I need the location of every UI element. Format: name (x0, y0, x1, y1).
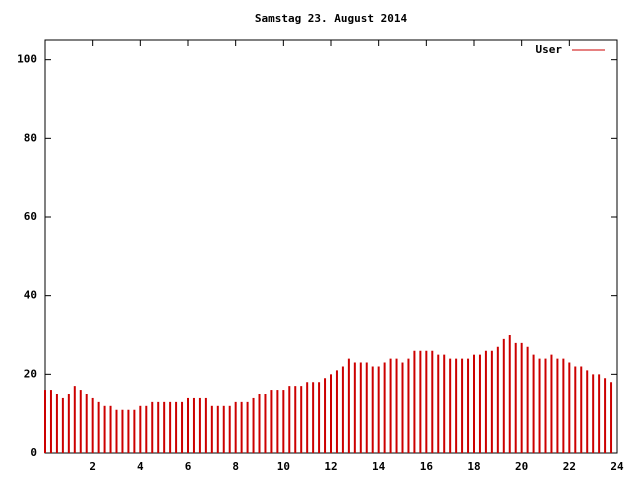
x-tick-label: 6 (185, 460, 192, 473)
x-tick-label: 12 (324, 460, 337, 473)
x-tick-label: 2 (89, 460, 96, 473)
x-tick-label: 20 (515, 460, 528, 473)
chart-title: Samstag 23. August 2014 (255, 12, 408, 25)
y-tick-label: 0 (30, 446, 37, 459)
y-tick-label: 100 (17, 53, 37, 66)
x-tick-label: 16 (420, 460, 434, 473)
x-tick-label: 10 (277, 460, 290, 473)
x-tick-label: 18 (467, 460, 480, 473)
x-tick-label: 24 (610, 460, 624, 473)
y-tick-label: 80 (24, 131, 37, 144)
x-tick-label: 22 (563, 460, 576, 473)
y-tick-label: 40 (24, 289, 37, 302)
y-tick-label: 20 (24, 367, 37, 380)
legend-label: User (536, 43, 563, 56)
y-tick-label: 60 (24, 210, 37, 223)
x-tick-label: 4 (137, 460, 144, 473)
x-tick-label: 14 (372, 460, 386, 473)
x-tick-label: 8 (232, 460, 239, 473)
